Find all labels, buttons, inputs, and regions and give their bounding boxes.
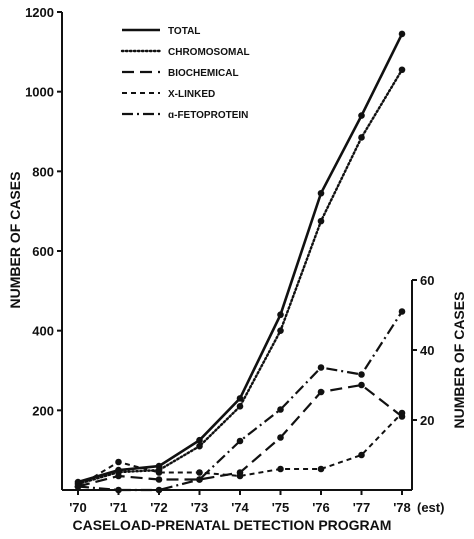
- data-point-total: [317, 189, 325, 197]
- left-axis-title: NUMBER OF CASES: [7, 172, 23, 309]
- legend-label: X-LINKED: [168, 89, 215, 100]
- x-tick-label: '78: [393, 500, 411, 515]
- data-point-fetoprotein: [155, 486, 163, 494]
- data-point-x-linked: [236, 472, 244, 480]
- data-point-x-linked: [115, 458, 122, 466]
- data-point-chromosomal: [317, 217, 325, 225]
- left-axis-ticks: 200 400 600 800 1000 1200: [25, 5, 62, 418]
- x-tick-label: '75: [272, 500, 290, 515]
- series-line-total: [77, 33, 404, 484]
- data-point-fetoprotein: [398, 308, 406, 315]
- data-point-fetoprotein: [277, 406, 284, 413]
- left-tick-label: 1000: [25, 85, 54, 100]
- data-point-x-linked: [398, 409, 406, 417]
- data-point-total: [277, 311, 284, 319]
- x-tick-label: '71: [110, 500, 128, 515]
- data-point-fetoprotein: [358, 371, 365, 378]
- x-axis-title: CASELOAD-PRENATAL DETECTION PROGRAM: [73, 517, 392, 533]
- data-point-fetoprotein: [196, 476, 203, 483]
- x-tick-label: '70: [69, 500, 87, 515]
- data-point-fetoprotein: [74, 483, 82, 490]
- legend-label: ɑ-FETOPROTEIN: [168, 110, 248, 121]
- data-point-biochemical: [358, 381, 365, 389]
- data-point-biochemical: [155, 476, 163, 483]
- data-point-total: [236, 395, 244, 402]
- x-tick-label: '74: [231, 500, 249, 515]
- data-point-total: [196, 436, 203, 444]
- left-tick-label: 200: [32, 403, 54, 418]
- x-tick-label: '77: [353, 500, 371, 515]
- data-point-x-linked: [317, 465, 325, 473]
- data-point-x-linked: [358, 451, 365, 459]
- data-point-chromosomal: [398, 66, 406, 74]
- x-tick-suffix: (est): [417, 500, 444, 515]
- right-tick-label: 40: [420, 343, 434, 358]
- legend-label: TOTAL: [168, 26, 200, 37]
- x-axis-ticks: '70 '71 '72 '73 '74 '75 '76 '77 '78 (est): [69, 490, 444, 515]
- right-tick-label: 20: [420, 413, 434, 428]
- data-point-biochemical: [317, 388, 325, 396]
- series-line-x-linked: [77, 412, 403, 488]
- x-tick-label: '73: [191, 500, 209, 515]
- data-point-x-linked: [196, 469, 203, 476]
- series-lines: [76, 33, 404, 492]
- data-point-total: [358, 112, 365, 119]
- left-tick-label: 800: [32, 164, 54, 179]
- series-points: [74, 30, 406, 494]
- legend: TOTAL CHROMOSOMAL BIOCHEMICAL X-LINKED ɑ-FET…: [120, 26, 250, 121]
- data-point-chromosomal: [358, 134, 365, 141]
- data-point-biochemical: [115, 472, 122, 480]
- left-tick-label: 400: [32, 324, 54, 339]
- right-tick-label: 60: [420, 273, 434, 288]
- data-point-chromosomal: [196, 442, 203, 450]
- data-point-total: [398, 30, 406, 38]
- axes: [61, 12, 413, 491]
- data-point-chromosomal: [236, 403, 244, 410]
- x-tick-label: '72: [150, 500, 168, 515]
- data-point-fetoprotein: [115, 486, 122, 494]
- data-point-fetoprotein: [236, 437, 244, 445]
- data-point-x-linked: [277, 465, 284, 473]
- right-axis-ticks: 20 40 60: [412, 273, 434, 428]
- left-tick-label: 600: [32, 244, 54, 259]
- data-point-fetoprotein: [317, 364, 325, 371]
- data-point-biochemical: [277, 434, 284, 441]
- x-tick-label: '76: [312, 500, 330, 515]
- legend-label: BIOCHEMICAL: [168, 68, 239, 79]
- data-point-chromosomal: [277, 327, 284, 334]
- left-tick-label: 1200: [25, 5, 54, 20]
- right-axis-title: NUMBER OF CASES: [451, 292, 467, 429]
- legend-label: CHROMOSOMAL: [168, 47, 250, 58]
- data-point-x-linked: [155, 469, 163, 476]
